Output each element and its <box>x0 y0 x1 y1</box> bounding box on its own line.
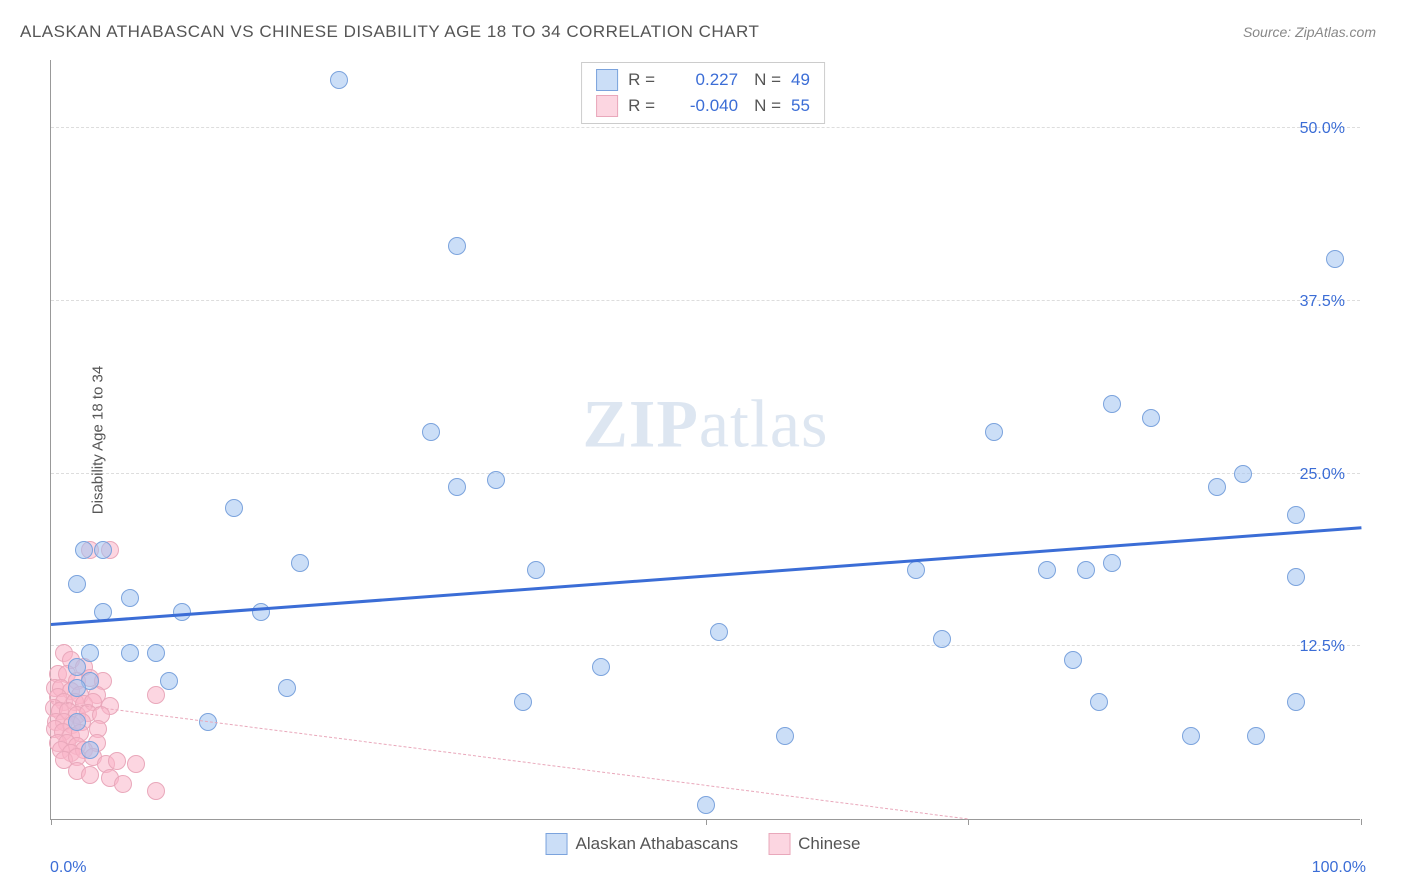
legend-label: Chinese <box>798 834 860 854</box>
data-point <box>94 541 112 559</box>
data-point <box>1064 651 1082 669</box>
data-point <box>68 679 86 697</box>
x-tick <box>968 819 969 825</box>
data-point <box>1103 395 1121 413</box>
data-point <box>147 644 165 662</box>
gridline <box>51 645 1360 646</box>
trend-line <box>51 526 1361 626</box>
legend-swatch-icon <box>596 69 618 91</box>
data-point <box>330 71 348 89</box>
data-point <box>592 658 610 676</box>
n-label: N = <box>754 96 781 116</box>
data-point <box>68 575 86 593</box>
trend-line <box>51 701 968 819</box>
data-point <box>1287 693 1305 711</box>
data-point <box>291 554 309 572</box>
plot-area: ZIPatlas 12.5% 25.0% 37.5% 50.0% <box>50 60 1360 820</box>
x-tick <box>706 819 707 825</box>
chart-title: ALASKAN ATHABASCAN VS CHINESE DISABILITY… <box>20 22 759 42</box>
watermark-text: ZIPatlas <box>583 385 829 464</box>
data-point <box>1326 250 1344 268</box>
legend-swatch-icon <box>596 95 618 117</box>
data-point <box>121 644 139 662</box>
correlation-legend: R = 0.227 N = 49 R = -0.040 N = 55 <box>581 62 825 124</box>
legend-swatch-icon <box>546 833 568 855</box>
r-value: -0.040 <box>668 96 738 116</box>
data-point <box>1103 554 1121 572</box>
y-axis-label: Disability Age 18 to 34 <box>90 366 107 514</box>
data-point <box>776 727 794 745</box>
n-value: 49 <box>791 70 810 90</box>
data-point <box>514 693 532 711</box>
data-point <box>147 686 165 704</box>
data-point <box>448 237 466 255</box>
r-label: R = <box>628 70 658 90</box>
gridline <box>51 300 1360 301</box>
data-point <box>1208 478 1226 496</box>
data-point <box>710 623 728 641</box>
data-point <box>147 782 165 800</box>
data-point <box>1287 506 1305 524</box>
data-point <box>1142 409 1160 427</box>
data-point <box>1090 693 1108 711</box>
data-point <box>75 541 93 559</box>
gridline <box>51 473 1360 474</box>
n-value: 55 <box>791 96 810 116</box>
data-point <box>907 561 925 579</box>
source-label: Source: ZipAtlas.com <box>1243 24 1376 40</box>
data-point <box>68 713 86 731</box>
data-point <box>1077 561 1095 579</box>
legend-row: R = -0.040 N = 55 <box>596 95 810 117</box>
data-point <box>81 644 99 662</box>
y-tick-label: 12.5% <box>1300 638 1345 656</box>
x-max-label: 100.0% <box>1312 859 1366 877</box>
data-point <box>933 630 951 648</box>
legend-item: Alaskan Athabascans <box>546 833 739 855</box>
x-min-label: 0.0% <box>50 859 86 877</box>
data-point <box>1234 465 1252 483</box>
data-point <box>114 775 132 793</box>
data-point <box>985 423 1003 441</box>
data-point <box>81 741 99 759</box>
gridline <box>51 127 1360 128</box>
data-point <box>527 561 545 579</box>
x-tick <box>1361 819 1362 825</box>
data-point <box>1247 727 1265 745</box>
legend-label: Alaskan Athabascans <box>576 834 739 854</box>
legend-swatch-icon <box>768 833 790 855</box>
data-point <box>422 423 440 441</box>
data-point <box>448 478 466 496</box>
data-point <box>1038 561 1056 579</box>
y-tick-label: 50.0% <box>1300 120 1345 138</box>
chart-container: ALASKAN ATHABASCAN VS CHINESE DISABILITY… <box>0 0 1406 892</box>
y-tick-label: 25.0% <box>1300 466 1345 484</box>
data-point <box>1287 568 1305 586</box>
data-point <box>173 603 191 621</box>
data-point <box>160 672 178 690</box>
data-point <box>252 603 270 621</box>
data-point <box>108 752 126 770</box>
data-point <box>225 499 243 517</box>
x-tick <box>51 819 52 825</box>
data-point <box>487 471 505 489</box>
data-point <box>1182 727 1200 745</box>
data-point <box>121 589 139 607</box>
n-label: N = <box>754 70 781 90</box>
data-point <box>278 679 296 697</box>
legend-row: R = 0.227 N = 49 <box>596 69 810 91</box>
y-tick-label: 37.5% <box>1300 293 1345 311</box>
r-label: R = <box>628 96 658 116</box>
series-legend: Alaskan Athabascans Chinese <box>546 833 861 855</box>
data-point <box>697 796 715 814</box>
r-value: 0.227 <box>668 70 738 90</box>
data-point <box>81 766 99 784</box>
legend-item: Chinese <box>768 833 860 855</box>
data-point <box>127 755 145 773</box>
